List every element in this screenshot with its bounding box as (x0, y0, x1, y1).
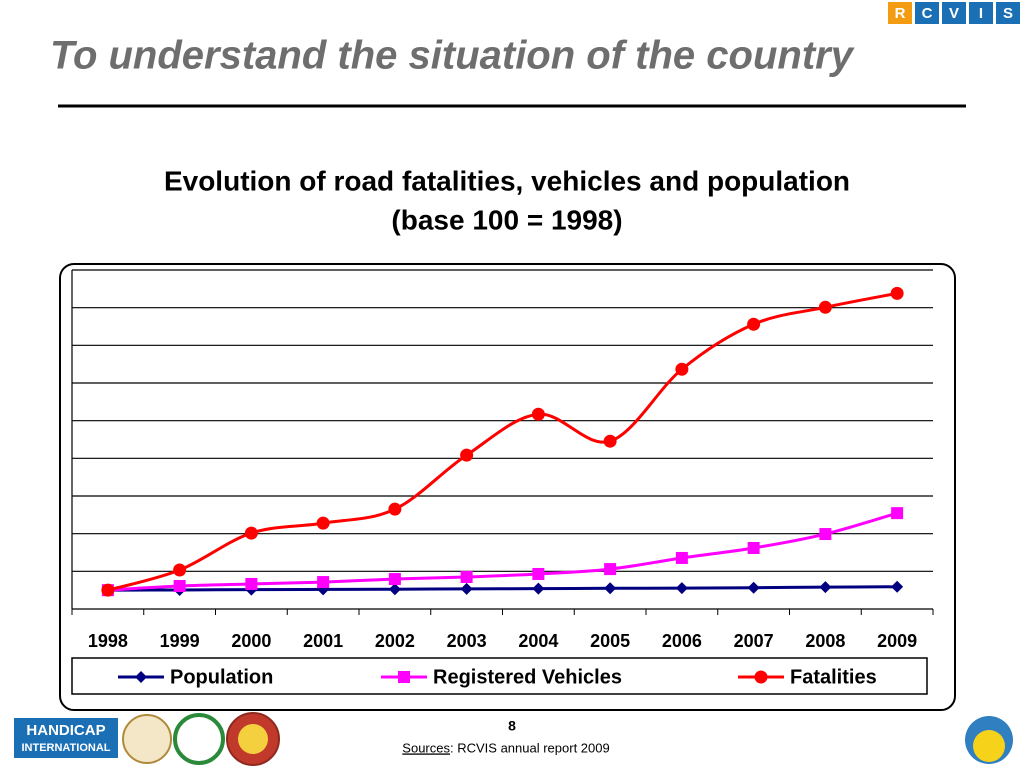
marker (460, 582, 473, 595)
marker (244, 526, 258, 540)
marker (819, 528, 832, 541)
x-tick-label: 2005 (590, 631, 630, 651)
page-number: 8 (508, 718, 516, 734)
marker (747, 581, 760, 594)
marker (747, 317, 761, 331)
x-tick-label: 1999 (160, 631, 200, 651)
logo-letter: R (895, 5, 906, 22)
emblem (173, 713, 225, 765)
logo-letter-box (888, 2, 912, 24)
marker (532, 567, 545, 580)
series-line (107, 585, 898, 592)
emblem (122, 714, 172, 764)
logo-letter: V (949, 5, 959, 22)
logo-letter-box (942, 2, 966, 24)
marker (890, 286, 904, 300)
marker (135, 671, 147, 683)
handicap-logo: HANDICAP INTERNATIONAL (14, 718, 118, 758)
logo-letter-box (969, 2, 993, 24)
marker (101, 583, 115, 597)
legend-label: Fatalities (790, 666, 877, 688)
logo-letter-box (996, 2, 1020, 24)
marker (891, 507, 904, 520)
logo-letter-box (915, 2, 939, 24)
x-tick-label: 2007 (734, 631, 774, 651)
marker (245, 577, 258, 590)
marker (604, 563, 617, 576)
marker (747, 541, 760, 554)
marker (532, 582, 545, 595)
marker (603, 434, 617, 448)
x-tick-label: 2003 (447, 631, 487, 651)
marker (818, 300, 832, 314)
x-tick-label: 2004 (518, 631, 558, 651)
marker (388, 583, 401, 596)
x-tick-label: 2008 (805, 631, 845, 651)
emblem (238, 724, 268, 754)
marker (604, 582, 617, 595)
logo-letter: C (922, 5, 933, 22)
x-tick-label: 2000 (231, 631, 271, 651)
marker (388, 573, 401, 586)
marker (675, 582, 688, 595)
marker (675, 551, 688, 564)
marker (675, 362, 689, 376)
marker (317, 576, 330, 589)
chart-title: Evolution of road fatalities, vehicles a… (164, 165, 850, 196)
logo-letter: I (979, 5, 983, 22)
marker (460, 448, 474, 462)
slide-title: To understand the situation of the count… (50, 34, 855, 78)
marker (388, 502, 402, 516)
marker (460, 570, 473, 583)
chart-frame (59, 263, 956, 711)
series-line (107, 511, 898, 592)
x-tick-label: 2006 (662, 631, 702, 651)
logo-letter: S (1003, 5, 1013, 22)
legend-label: Registered Vehicles (433, 666, 622, 688)
x-tick-label: 2001 (303, 631, 343, 651)
chart-subtitle: (base 100 = 1998) (391, 204, 622, 235)
marker (819, 581, 832, 594)
logo-box (14, 718, 118, 758)
marker (173, 563, 187, 577)
logo-text: INTERNATIONAL (21, 742, 110, 754)
x-tick-label: 2009 (877, 631, 917, 651)
x-tick-label: 1998 (88, 631, 128, 651)
mascot (973, 730, 1005, 762)
marker (316, 516, 330, 530)
marker (754, 670, 768, 684)
marker (531, 407, 545, 421)
legend-box (71, 657, 928, 695)
marker (173, 580, 186, 593)
legend-label: Population (170, 666, 273, 688)
sources-text: : RCVIS annual report 2009 (450, 740, 610, 755)
marker (398, 671, 410, 683)
marker (891, 580, 904, 593)
logo-text: HANDICAP (26, 722, 105, 739)
sources-label: Sources (402, 740, 450, 755)
x-tick-label: 2002 (375, 631, 415, 651)
